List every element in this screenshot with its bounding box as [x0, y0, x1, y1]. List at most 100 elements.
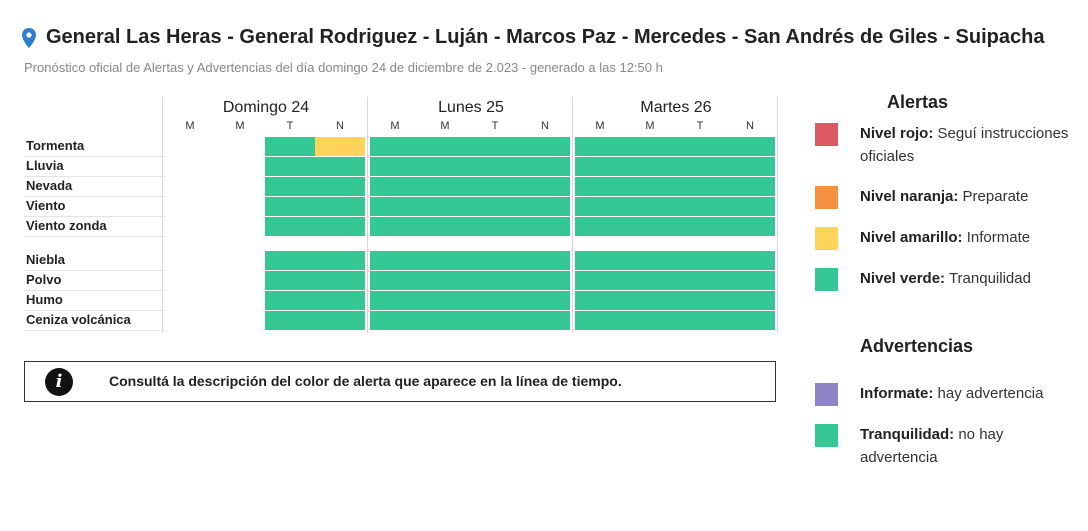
advertencias-title: Advertencias	[860, 336, 974, 356]
alerta-level-desc: Preparate	[958, 188, 1029, 205]
advertencia-swatch-violeta	[815, 383, 838, 406]
timeline-cell	[315, 197, 365, 216]
row-label: Lluvia	[26, 158, 64, 173]
timeline-cell	[725, 217, 775, 236]
timeline-cell	[265, 197, 315, 216]
timeline-cell	[520, 251, 570, 270]
timeline-cell	[420, 197, 470, 216]
timeline-cell	[625, 311, 675, 330]
alerta-swatch-rojo	[815, 123, 838, 146]
timeline-cell	[370, 251, 420, 270]
row-separator	[24, 310, 165, 311]
timeline-cell	[315, 311, 365, 330]
alerta-level-name: Nivel naranja:	[860, 188, 959, 205]
advertencia-label-violeta: Informate: hay advertencia	[860, 382, 1075, 405]
alerta-level-desc: Seguí instrucciones oficiales	[860, 125, 1069, 165]
timeline-cell	[520, 177, 570, 196]
row-separator	[24, 196, 165, 197]
timeline-cell	[520, 311, 570, 330]
timeline-cell	[520, 291, 570, 310]
alerta-level-desc: Tranquilidad	[945, 270, 1031, 287]
timeline-cell	[725, 271, 775, 290]
timeline-cell	[420, 137, 470, 156]
timeline-cell	[675, 271, 725, 290]
day-header: Lunes 25	[438, 99, 504, 116]
timeline-cell	[370, 137, 420, 156]
timeline-cell	[470, 137, 520, 156]
timeline-cell	[315, 217, 365, 236]
timeline-cell	[215, 271, 265, 290]
alerta-label-verde: Nivel verde: Tranquilidad	[860, 267, 1075, 290]
timeline-cell	[575, 291, 625, 310]
period-label: T	[696, 120, 704, 132]
alerta-level-desc: Informate	[962, 229, 1031, 246]
timeline-cell	[315, 157, 365, 176]
timeline-cell	[165, 271, 215, 290]
advertencia-level-name: Informate:	[860, 385, 934, 402]
timeline-cell	[420, 157, 470, 176]
row-separator	[24, 176, 165, 177]
period-label: T	[491, 120, 499, 132]
timeline-cell	[625, 197, 675, 216]
row-label: Nevada	[26, 178, 73, 193]
period-label: M	[185, 120, 195, 132]
alerta-swatch-naranja	[815, 186, 838, 209]
timeline-cell	[215, 137, 265, 156]
timeline-cell	[725, 291, 775, 310]
period-label: M	[390, 120, 400, 132]
timeline-cell	[420, 291, 470, 310]
timeline-cell	[165, 251, 215, 270]
timeline-cell	[370, 157, 420, 176]
timeline-cell	[625, 137, 675, 156]
timeline-cell	[215, 217, 265, 236]
advertencia-level-name: Tranquilidad:	[860, 426, 955, 443]
row-separator	[24, 290, 165, 291]
advertencia-swatch-verde	[815, 424, 838, 447]
period-label: M	[595, 120, 605, 132]
alerta-level-name: Nivel verde:	[860, 270, 946, 287]
row-separator	[24, 236, 165, 237]
row-label: Viento	[26, 198, 66, 213]
alerta-label-naranja: Nivel naranja: Preparate	[860, 185, 1075, 208]
period-label: T	[286, 120, 294, 132]
timeline-cell	[265, 311, 315, 330]
timeline-cell	[370, 217, 420, 236]
row-separator	[24, 330, 165, 331]
timeline-cell	[370, 271, 420, 290]
row-label: Humo	[26, 292, 63, 307]
timeline-cell	[470, 251, 520, 270]
alerta-label-amarillo: Nivel amarillo: Informate	[860, 226, 1075, 249]
timeline-cell	[520, 157, 570, 176]
advertencia-level-desc: no hay advertencia	[860, 426, 1004, 466]
timeline-cell	[675, 157, 725, 176]
timeline-cell	[575, 177, 625, 196]
timeline-cell	[420, 271, 470, 290]
alerta-level-name: Nivel rojo:	[860, 125, 934, 142]
timeline-cell	[520, 197, 570, 216]
row-label: Ceniza volcánica	[26, 312, 131, 327]
timeline-cell	[725, 251, 775, 270]
timeline-cell	[520, 271, 570, 290]
timeline-cell	[470, 217, 520, 236]
timeline-cell	[165, 197, 215, 216]
timeline-cell	[370, 197, 420, 216]
timeline-cell	[420, 177, 470, 196]
timeline-cell	[370, 177, 420, 196]
timeline-cell	[625, 251, 675, 270]
timeline-cell	[675, 291, 725, 310]
timeline-cell	[165, 311, 215, 330]
timeline-cell	[625, 177, 675, 196]
timeline-cell	[470, 291, 520, 310]
timeline-cell	[315, 251, 365, 270]
row-label: Viento zonda	[26, 218, 107, 233]
period-label: M	[645, 120, 655, 132]
timeline-cell	[575, 217, 625, 236]
location-pin-icon	[22, 27, 36, 48]
column-divider	[367, 97, 368, 333]
timeline-cell	[165, 137, 215, 156]
timeline-cell	[215, 177, 265, 196]
timeline-cell	[625, 271, 675, 290]
row-label: Polvo	[26, 272, 62, 287]
timeline-cell	[575, 157, 625, 176]
timeline-cell	[265, 271, 315, 290]
